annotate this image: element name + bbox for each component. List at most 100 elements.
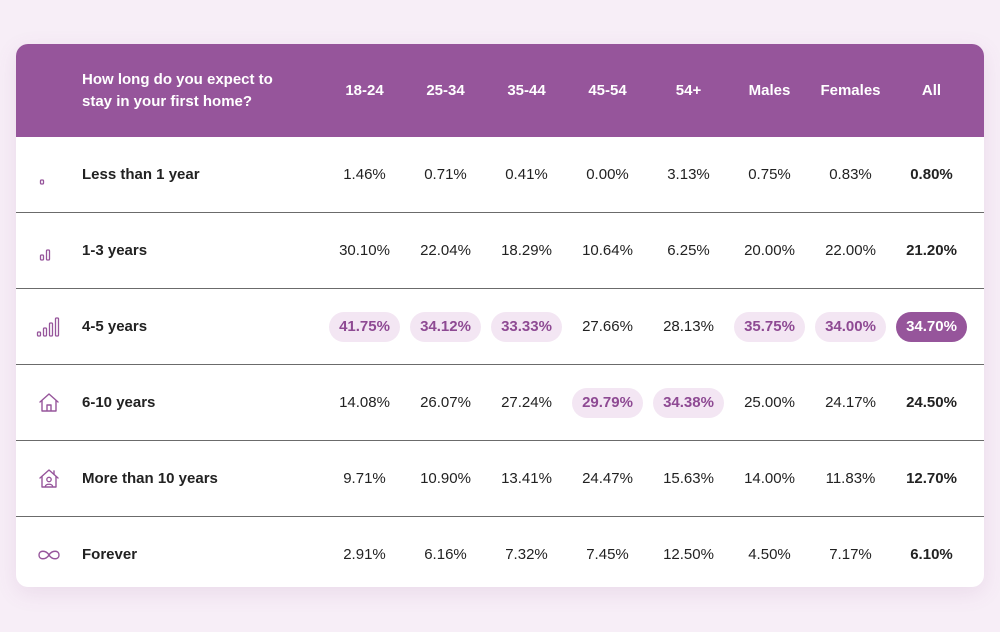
row-label: More than 10 years	[82, 470, 218, 487]
highlighted-value: 41.75%	[329, 311, 400, 342]
cell-value: 4.50%	[748, 546, 791, 563]
cell-females: 34.00%	[810, 311, 891, 342]
cell-all: 6.10%	[891, 546, 972, 563]
table-row: 6-10 years 14.08% 26.07% 27.24% 29.79% 34.38%…	[16, 365, 984, 441]
signal-4-icon	[16, 316, 82, 338]
cell-all: 21.20%	[891, 242, 972, 259]
cell-45-54: 24.47%	[567, 470, 648, 487]
highlighted-value: 34.12%	[410, 311, 481, 342]
cell-value: 2.91%	[343, 546, 386, 563]
cell-value: 0.80%	[910, 166, 953, 183]
cell-value: 25.00%	[744, 394, 795, 411]
cell-25-34: 6.16%	[405, 546, 486, 563]
row-label: 1-3 years	[82, 242, 148, 259]
cell-18-24: 30.10%	[324, 242, 405, 259]
cell-18-24: 1.46%	[324, 166, 405, 183]
cell-value: 0.71%	[424, 166, 467, 183]
cell-35-44: 33.33%	[486, 311, 567, 342]
cell-54-plus: 12.50%	[648, 546, 729, 563]
cell-25-34: 10.90%	[405, 470, 486, 487]
cell-value: 3.13%	[667, 166, 710, 183]
cell-value: 11.83%	[825, 470, 876, 487]
column-header-18-24: 18-24	[345, 82, 384, 99]
cell-54-plus: 3.13%	[648, 166, 729, 183]
cell-value: 0.83%	[829, 166, 872, 183]
cell-value: 10.90%	[420, 470, 471, 487]
table-row: Forever 2.91% 6.16% 7.32% 7.45% 12.50% 4.50% 7.…	[16, 517, 984, 587]
cell-males: 4.50%	[729, 546, 810, 563]
signal-1-icon	[16, 164, 82, 186]
cell-females: 7.17%	[810, 546, 891, 563]
cell-value: 1.46%	[343, 166, 386, 183]
cell-value: 27.24%	[501, 394, 552, 411]
cell-females: 22.00%	[810, 242, 891, 259]
cell-value: 7.45%	[586, 546, 629, 563]
column-header-males: Males	[748, 82, 791, 99]
column-header-45-54: 45-54	[588, 82, 627, 99]
column-header-35-44: 35-44	[507, 82, 546, 99]
cell-value: 0.00%	[586, 166, 629, 183]
cell-value: 22.04%	[420, 242, 471, 259]
cell-45-54: 0.00%	[567, 166, 648, 183]
row-label: Forever	[82, 546, 138, 563]
cell-value: 14.08%	[339, 394, 390, 411]
cell-males: 25.00%	[729, 394, 810, 411]
cell-value: 22.00%	[825, 242, 876, 259]
table-body: Less than 1 year 1.46% 0.71% 0.41% 0.00% 3.13…	[16, 137, 984, 587]
cell-females: 11.83%	[810, 470, 891, 487]
table-row: Less than 1 year 1.46% 0.71% 0.41% 0.00% 3.13…	[16, 137, 984, 213]
cell-value: 18.29%	[501, 242, 552, 259]
cell-value: 30.10%	[339, 242, 390, 259]
cell-45-54: 10.64%	[567, 242, 648, 259]
row-label: 6-10 years	[82, 394, 156, 411]
column-header-25-34: 25-34	[426, 82, 465, 99]
house-person-icon	[16, 467, 82, 491]
cell-35-44: 13.41%	[486, 470, 567, 487]
cell-all: 34.70%	[891, 311, 972, 342]
cell-25-34: 22.04%	[405, 242, 486, 259]
cell-value: 6.25%	[667, 242, 710, 259]
cell-value: 12.70%	[906, 470, 957, 487]
cell-54-plus: 34.38%	[648, 387, 729, 418]
highlighted-value: 29.79%	[572, 387, 643, 418]
cell-value: 0.75%	[748, 166, 791, 183]
cell-54-plus: 28.13%	[648, 318, 729, 335]
cell-all: 24.50%	[891, 394, 972, 411]
row-label: 4-5 years	[82, 318, 148, 335]
cell-35-44: 0.41%	[486, 166, 567, 183]
cell-value: 9.71%	[343, 470, 386, 487]
cell-value: 0.41%	[505, 166, 548, 183]
cell-value: 21.20%	[906, 242, 957, 259]
cell-18-24: 9.71%	[324, 470, 405, 487]
cell-value: 24.17%	[825, 394, 876, 411]
cell-25-34: 0.71%	[405, 166, 486, 183]
highlighted-value: 34.00%	[815, 311, 886, 342]
cell-18-24: 14.08%	[324, 394, 405, 411]
table-row: 4-5 years 41.75% 34.12% 33.33% 27.66% 28.13% 3…	[16, 289, 984, 365]
cell-males: 35.75%	[729, 311, 810, 342]
highlighted-value: 33.33%	[491, 311, 562, 342]
cell-45-54: 7.45%	[567, 546, 648, 563]
column-header-54-plus: 54+	[675, 82, 702, 99]
cell-value: 6.10%	[910, 546, 953, 563]
cell-males: 0.75%	[729, 166, 810, 183]
table-row: 1-3 years 30.10% 22.04% 18.29% 10.64% 6.25% 20…	[16, 213, 984, 289]
cell-value: 26.07%	[420, 394, 471, 411]
infinity-icon	[16, 547, 82, 563]
cell-all: 12.70%	[891, 470, 972, 487]
cell-25-34: 34.12%	[405, 311, 486, 342]
column-header-females: Females	[820, 82, 881, 99]
highlighted-value: 35.75%	[734, 311, 805, 342]
table-header: How long do you expect to stay in your f…	[16, 44, 984, 137]
cell-value: 13.41%	[501, 470, 552, 487]
survey-table: How long do you expect to stay in your f…	[16, 44, 984, 587]
row-label: Less than 1 year	[82, 166, 200, 183]
cell-males: 14.00%	[729, 470, 810, 487]
cell-value: 14.00%	[744, 470, 795, 487]
cell-all: 0.80%	[891, 166, 972, 183]
cell-value: 12.50%	[663, 546, 714, 563]
cell-45-54: 29.79%	[567, 387, 648, 418]
cell-value: 6.16%	[424, 546, 467, 563]
cell-females: 24.17%	[810, 394, 891, 411]
cell-35-44: 7.32%	[486, 546, 567, 563]
